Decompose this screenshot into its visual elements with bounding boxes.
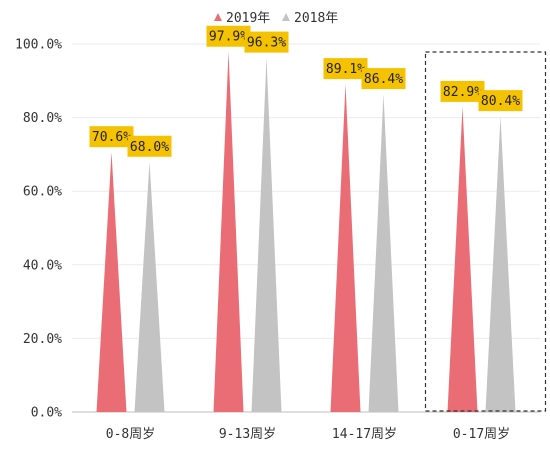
y-tick-label: 40.0% [23, 258, 62, 273]
y-axis: 0.0% 20.0% 40.0% 60.0% 80.0% 100.0% [15, 38, 62, 421]
data-label-box [127, 135, 172, 157]
category-label: 9-13周岁 [219, 427, 276, 442]
legend: 2019年 2018年 [214, 11, 338, 26]
bar-2019 [330, 84, 361, 412]
data-label-box [478, 90, 523, 112]
data-label-box [89, 126, 134, 148]
y-tick-label: 20.0% [23, 332, 62, 347]
highlight-box [424, 51, 547, 412]
bar-2018 [251, 57, 282, 413]
legend-label: 2018年 [294, 11, 338, 26]
data-label: 89.1% [326, 62, 365, 77]
data-label-box [244, 31, 289, 53]
y-tick-label: 0.0% [31, 406, 62, 421]
category-label: 14-17周岁 [332, 427, 397, 442]
bar-2018 [368, 94, 399, 412]
bar-2019 [447, 106, 478, 412]
legend-marker-2018 [282, 13, 290, 21]
bar-2019 [96, 152, 127, 412]
data-label: 96.3% [247, 36, 286, 51]
data-label: 82.9% [443, 85, 482, 100]
data-label: 68.0% [130, 140, 169, 155]
data-label-box [323, 58, 368, 80]
legend-label: 2019年 [226, 11, 270, 26]
bar-2018 [485, 116, 516, 413]
bar-2019 [213, 51, 244, 413]
bar-2018 [134, 161, 165, 412]
data-label: 86.4% [364, 72, 403, 87]
data-label: 80.4% [481, 94, 520, 109]
data-label: 70.6% [92, 130, 131, 145]
legend-marker-2019 [214, 13, 222, 21]
data-label-box [361, 68, 406, 90]
data-label-box [440, 80, 485, 102]
data-label-box [206, 25, 251, 47]
category-label: 0-8周岁 [106, 427, 155, 442]
category-label: 0-17周岁 [453, 427, 510, 442]
bars [96, 51, 516, 413]
data-label: 97.9% [209, 30, 248, 45]
y-tick-label: 80.0% [23, 111, 62, 126]
data-labels: 70.6%68.0% 97.9%96.3% 89.1%86.4% 82.9%80.4% [89, 25, 523, 157]
y-tick-label: 100.0% [15, 38, 62, 53]
y-tick-label: 60.0% [23, 185, 62, 200]
x-axis: 0-8周岁 9-13周岁 14-17周岁 0-17周岁 [106, 427, 510, 442]
